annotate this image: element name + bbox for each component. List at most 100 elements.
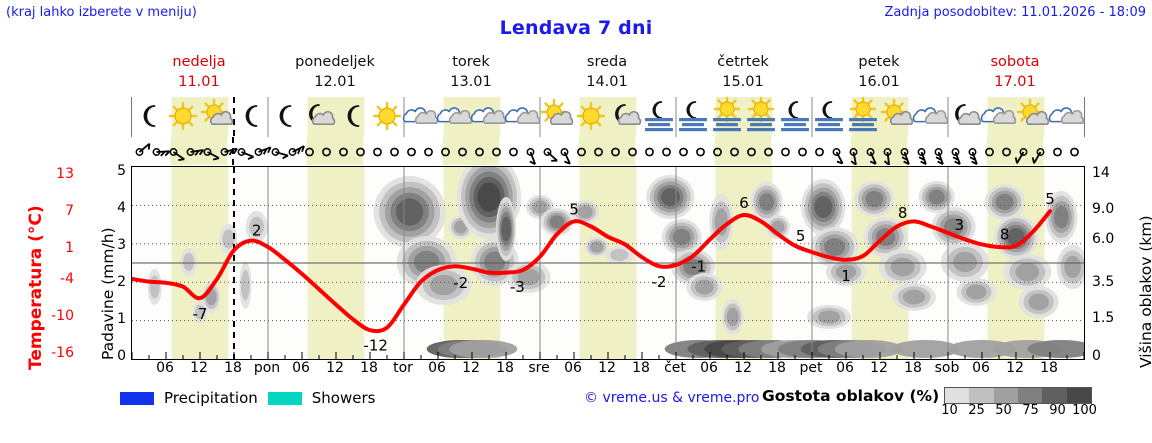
wind-barb <box>798 147 807 157</box>
day-header-petek: petek 16.01 <box>811 52 947 94</box>
temperature-value-label: -3 <box>510 278 525 296</box>
colorbar-tick-label: 25 <box>968 403 985 418</box>
wind-barb <box>679 147 688 157</box>
time-axis-label: 18 <box>1040 360 1058 376</box>
weather-icon-sun-cloud <box>540 98 574 126</box>
cloud-density-colorbar <box>944 387 1092 404</box>
time-axis-label: 18 <box>632 360 650 376</box>
day-date: 14.01 <box>586 74 628 90</box>
weather-icon-sun <box>576 101 606 131</box>
temperature-value-label: -2 <box>453 274 468 292</box>
wind-barb <box>526 148 536 165</box>
wind-barb <box>390 147 399 157</box>
weather-icon-moon-cloud <box>955 104 982 125</box>
time-axis-label: 12 <box>1006 360 1024 376</box>
weather-icon-moon-fog <box>815 101 843 132</box>
showers-swatch <box>267 391 302 405</box>
day-header-nedelja: nedelja 11.01 <box>131 52 267 94</box>
colorbar-segment <box>1066 388 1091 403</box>
time-axis-label: 18 <box>360 360 378 376</box>
wind-barb <box>441 147 450 157</box>
weather-icon-moon-cloud <box>309 104 336 125</box>
weather-icon-sun-fog <box>713 97 741 132</box>
weather-icon-sun <box>372 101 402 131</box>
wind-barb <box>883 148 892 165</box>
wind-barb <box>628 147 637 157</box>
wind-barb <box>781 147 790 157</box>
wind-barb <box>135 142 151 156</box>
axis-tick-label: 0 <box>117 348 126 364</box>
colorbar-segment <box>993 388 1018 403</box>
weather-icon-sun <box>168 101 198 131</box>
day-header-četrtek: četrtek 15.01 <box>675 52 811 94</box>
weather-icon-row <box>131 97 1085 137</box>
temperature-value-label: 8 <box>1000 226 1010 244</box>
day-name: nedelja <box>172 54 226 70</box>
wind-barb <box>1053 147 1062 157</box>
time-axis-label: 06 <box>972 360 990 376</box>
wind-barb <box>424 147 433 157</box>
wind-barb <box>611 147 620 157</box>
time-axis-label: 12 <box>598 360 616 376</box>
day-date: 15.01 <box>722 74 764 90</box>
time-axis-label: 18 <box>904 360 922 376</box>
temperature-value-label: -1 <box>691 257 706 275</box>
time-axis-label: 06 <box>428 360 446 376</box>
cloud-density-legend-label: Gostota oblakov (%) <box>762 387 940 405</box>
wind-barb <box>934 148 944 165</box>
wind-barb <box>254 146 272 156</box>
wind-barb <box>730 147 739 157</box>
day-name: ponedeljek <box>295 54 375 70</box>
wind-barb <box>492 147 501 157</box>
wind-barb <box>662 147 671 157</box>
copyright-text[interactable]: © vreme.us & vreme.pro <box>584 390 760 406</box>
weather-icon-moon-fog <box>645 101 673 132</box>
time-axis-label: 06 <box>156 360 174 376</box>
axis-tick-label: 6.0 <box>1092 231 1115 247</box>
wind-barb <box>832 148 844 165</box>
axis-tick-label: -16 <box>51 345 74 361</box>
weather-icon-cloud <box>470 107 507 124</box>
wind-barb <box>764 147 773 157</box>
colorbar-tick-label: 90 <box>1049 403 1066 418</box>
weather-icon-cloud <box>912 107 949 124</box>
wind-barb <box>322 147 331 157</box>
meteogram-svg: -7 2 -12 -2 -3 5 -2 6 5 -1 1 8 3 8 5 <box>132 167 1084 359</box>
day-header-row: nedelja 11.01 ponedeljek 12.01 torek 13.01 sre… <box>131 52 1083 94</box>
precipitation-legend: Precipitation Showers <box>120 387 375 409</box>
wind-barb <box>339 147 348 157</box>
day-date: 17.01 <box>994 74 1036 90</box>
time-axis-label: pon <box>253 360 281 376</box>
weather-icon-moon <box>245 105 258 127</box>
meteogram-plot[interactable]: -7 2 -12 -2 -3 5 -2 6 5 -1 1 8 3 8 5 <box>131 166 1085 360</box>
axis-tick-label: 5 <box>117 163 126 179</box>
colorbar-tick-label: 100 <box>1072 403 1097 418</box>
axis-tick-label: 14 <box>1092 165 1110 181</box>
last-updated: Zadnja posodobitev: 11.01.2026 - 18:09 <box>884 5 1146 20</box>
temperature-value-label: -2 <box>652 273 667 291</box>
wind-barb <box>1031 148 1045 164</box>
day-date: 12.01 <box>314 74 356 90</box>
colorbar-segment <box>945 388 970 403</box>
time-axis-labels: 06 12 18 pon 06 12 18 tor 06 12 18 sre 06 12 18 čet 06 12… <box>131 360 1083 382</box>
wind-barb <box>1070 147 1079 157</box>
time-axis-label: pet <box>799 360 823 376</box>
day-header-torek: torek 13.01 <box>403 52 539 94</box>
wind-barb <box>900 148 910 165</box>
weather-icon-moon-fog <box>781 101 809 132</box>
weather-icon-moon <box>143 105 156 127</box>
day-name: sreda <box>586 54 628 70</box>
axis-tick-label: 0 <box>1092 348 1101 364</box>
location-menu-note: (kraj lahko izberete v meniju) <box>6 5 197 20</box>
axis-tick-label: 7 <box>65 203 74 219</box>
wind-barb <box>849 148 858 165</box>
wind-barb <box>1002 147 1011 157</box>
colorbar-tick-label: 10 <box>941 403 958 418</box>
axis-tick-label: 9.0 <box>1092 201 1115 217</box>
axis-tick-label: 13 <box>56 166 74 182</box>
wind-barb <box>645 147 654 157</box>
axis-tick-label: 2 <box>117 274 126 290</box>
wind-barb <box>407 147 416 157</box>
weather-icon-sun-cloud <box>200 98 234 126</box>
temperature-value-label: 6 <box>739 194 749 212</box>
